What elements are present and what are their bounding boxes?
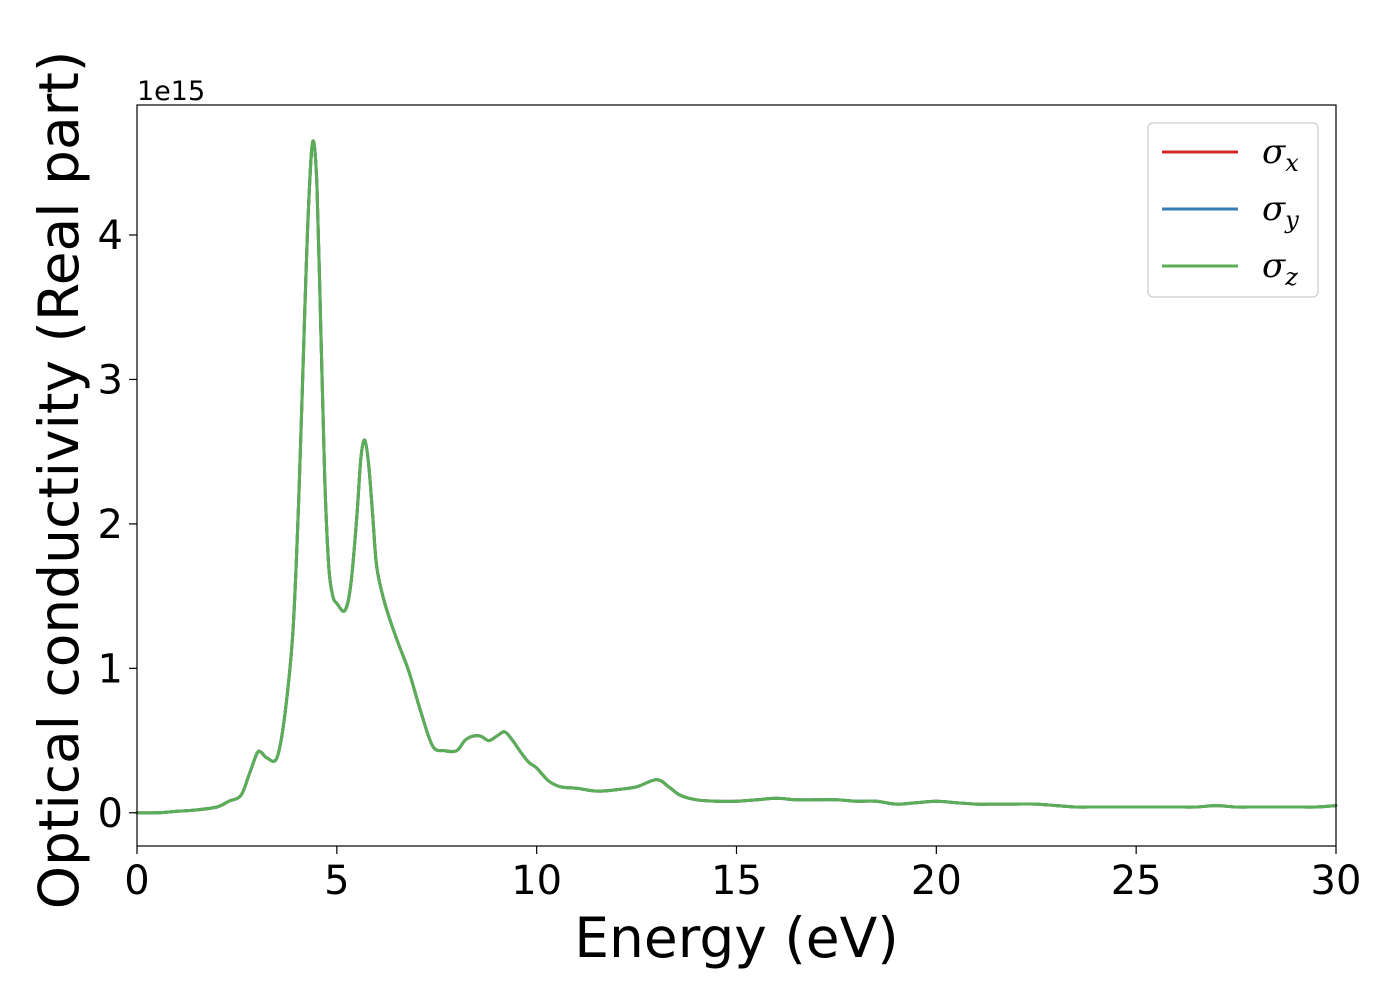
- y-tick-label: 3: [98, 357, 123, 403]
- series-layer: [135, 139, 1338, 815]
- y-tick-label: 1: [98, 646, 123, 692]
- y-tick-label: 2: [98, 502, 123, 548]
- legend-label-x: σx: [1262, 132, 1299, 177]
- x-axis-title: Energy (eV): [574, 906, 898, 970]
- x-tick-label: 20: [911, 858, 962, 904]
- legend-subscript: y: [1284, 206, 1299, 234]
- legend-symbol: σ: [1262, 189, 1286, 229]
- legend-subscript: x: [1285, 149, 1299, 177]
- legend-symbol: σ: [1262, 132, 1286, 172]
- y-tick-label: 0: [98, 791, 123, 837]
- y-axis-title: Optical conductivity (Real part): [27, 51, 91, 910]
- y-axis: 0 1 2 3 4: [98, 213, 137, 837]
- y-offset-label: 1e15: [137, 76, 205, 107]
- x-tick-label: 10: [511, 858, 562, 904]
- x-tick-label: 30: [1311, 858, 1362, 904]
- x-tick-label: 15: [711, 858, 762, 904]
- x-tick-label: 25: [1111, 858, 1162, 904]
- x-axis: 0 5 10 15 20 25 30: [124, 846, 1361, 904]
- legend-subscript: z: [1284, 263, 1298, 291]
- legend-label-z: σz: [1262, 246, 1298, 291]
- legend-symbol: σ: [1262, 246, 1286, 286]
- x-tick-label: 5: [324, 858, 349, 904]
- legend-label-y: σy: [1262, 189, 1299, 234]
- x-tick-label: 0: [124, 858, 149, 904]
- series-line-z: [135, 139, 1338, 815]
- y-tick-label: 4: [98, 213, 123, 259]
